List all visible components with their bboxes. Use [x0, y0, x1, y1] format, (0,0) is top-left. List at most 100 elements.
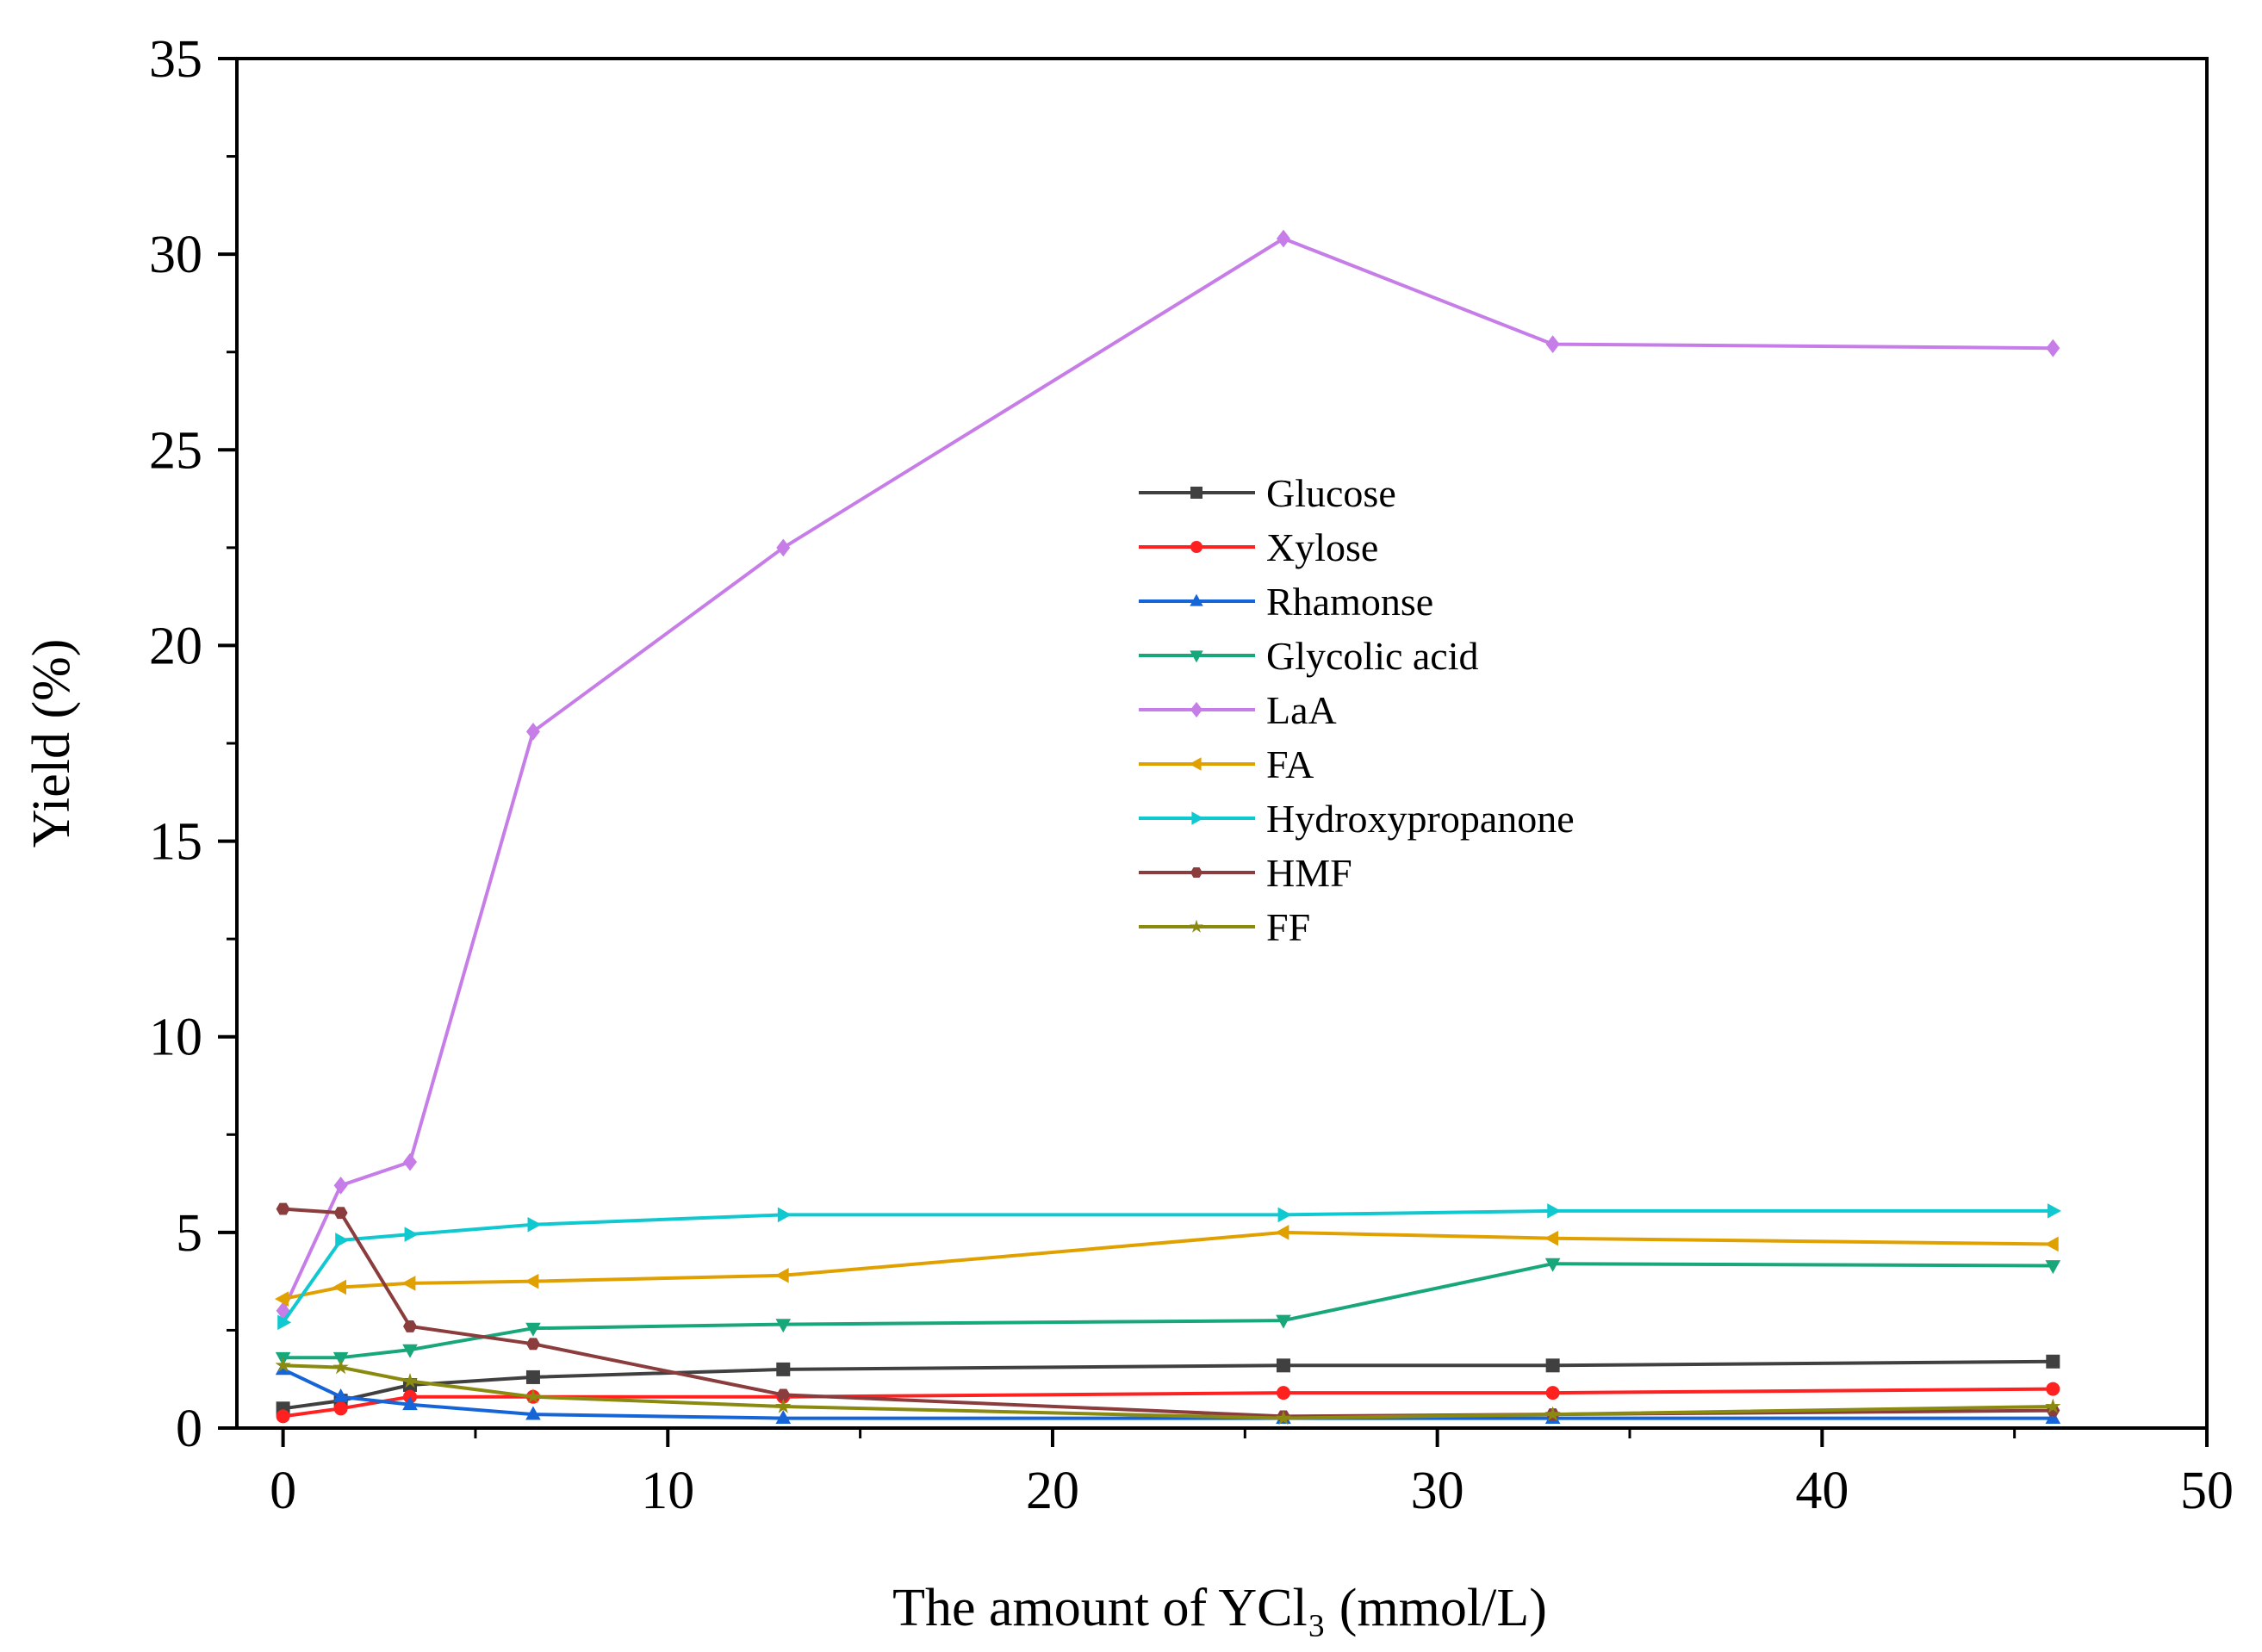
data-point: [776, 1388, 791, 1401]
data-point: [525, 1369, 540, 1384]
x-axis: 0 10 20 30 40 50: [270, 1428, 2234, 1520]
y-tick-label: 10: [149, 1009, 202, 1067]
data-point: [332, 1358, 349, 1375]
data-point: [776, 1362, 791, 1376]
data-point: [1544, 1258, 1561, 1272]
series-line: [283, 1262, 2054, 1360]
series-hydroxypropanone: [277, 1203, 2061, 1331]
data-point: [1544, 1406, 1561, 1421]
data-point: [402, 1396, 418, 1411]
data-point: [333, 1401, 348, 1416]
data-point: [1276, 229, 1290, 248]
data-point: [404, 1227, 419, 1242]
data-point: [774, 1268, 789, 1283]
y-axis-title: Yield (%): [22, 639, 81, 848]
legend-label: LaA: [1266, 688, 1337, 732]
data-point: [2046, 1354, 2060, 1369]
series-glycolic-acid: [275, 1258, 2061, 1366]
legend-item: HMF: [1139, 851, 1352, 895]
legend-swatch-marker: [1190, 866, 1202, 879]
data-point: [332, 1388, 349, 1403]
data-point: [525, 1322, 541, 1337]
data-point: [276, 1409, 290, 1424]
data-point: [775, 1410, 792, 1425]
legend: Glucose Xylose Rhamonse Glycolic acid LaA FA H…: [1139, 471, 1575, 949]
data-point: [2046, 1382, 2060, 1396]
legend-item: Rhamonse: [1139, 580, 1433, 624]
y-axis: 0 5 10 15 20 25 30 35: [149, 30, 237, 1458]
y-tick-label: 30: [149, 226, 202, 284]
y-tick-label: 5: [176, 1204, 202, 1263]
data-point: [332, 1351, 349, 1366]
y-tick-label: 35: [149, 30, 202, 89]
legend-item: FF: [1139, 905, 1310, 949]
legend-item: FA: [1139, 742, 1314, 786]
series-line: [283, 1230, 2054, 1301]
legend-label: Glucose: [1266, 471, 1396, 515]
data-point: [1547, 1203, 1562, 1219]
data-point: [276, 1301, 290, 1320]
legend-swatch-marker: [1190, 650, 1203, 663]
data-point: [1545, 1386, 1560, 1400]
legend-swatch-marker: [1191, 811, 1204, 825]
legend-item: Hydroxypropanone: [1139, 797, 1575, 841]
legend-label: Hydroxypropanone: [1266, 797, 1575, 841]
x-tick-label: 20: [1026, 1462, 1079, 1520]
data-point: [333, 1207, 348, 1220]
legend-item: Glucose: [1139, 471, 1396, 515]
data-point: [1276, 1358, 1290, 1373]
data-point: [2046, 338, 2060, 357]
x-axis-title: The amount of YCl₃ (mmol/L): [892, 1579, 1547, 1637]
x-tick-label: 40: [1795, 1462, 1849, 1520]
data-point: [525, 1406, 541, 1420]
legend-swatch-marker: [1190, 593, 1203, 606]
legend-label: Glycolic acid: [1266, 634, 1479, 678]
series-fa: [275, 1225, 2059, 1307]
x-tick-label: 50: [2180, 1462, 2234, 1520]
series-rhamonse: [275, 1361, 2061, 1425]
y-tick-label: 25: [149, 421, 202, 480]
data-point: [402, 1344, 418, 1358]
legend-swatch-marker: [1190, 541, 1202, 553]
data-point: [401, 1372, 419, 1388]
legend-item: LaA: [1139, 688, 1337, 732]
data-point: [335, 1233, 350, 1248]
data-point: [403, 1152, 418, 1171]
legend-label: FA: [1266, 742, 1314, 786]
legend-item: Glycolic acid: [1139, 634, 1479, 678]
data-point: [775, 1398, 792, 1413]
series-line: [281, 1208, 2054, 1324]
series-line: [283, 1363, 2054, 1420]
series-line: [282, 1368, 2054, 1420]
legend-label: HMF: [1266, 851, 1352, 895]
data-point: [401, 1276, 416, 1291]
legend-label: Xylose: [1266, 525, 1378, 569]
data-point: [1276, 1386, 1290, 1400]
data-point: [2044, 1236, 2059, 1252]
data-point: [1545, 1358, 1560, 1373]
data-point: [525, 1388, 542, 1404]
x-tick-label: 0: [270, 1462, 296, 1520]
data-point: [1545, 335, 1560, 354]
series-line: [283, 1387, 2054, 1419]
legend-label: Rhamonse: [1266, 580, 1433, 624]
series-layer: [275, 229, 2061, 1425]
data-point: [2045, 1260, 2061, 1275]
legend-swatch-marker: [1190, 701, 1202, 718]
data-point: [775, 1319, 792, 1333]
series-line: [281, 237, 2054, 1312]
series-laa: [276, 229, 2060, 1320]
data-point: [1275, 1410, 1292, 1425]
data-point: [275, 1357, 291, 1373]
x-tick-label: 10: [641, 1462, 694, 1520]
series-ff: [275, 1357, 2061, 1425]
data-point: [333, 1176, 348, 1195]
data-point: [527, 1216, 542, 1233]
y-tick-label: 0: [176, 1400, 202, 1458]
data-point: [1275, 1225, 1289, 1240]
legend-item: Xylose: [1139, 525, 1378, 569]
data-point: [332, 1279, 347, 1295]
data-point: [525, 1273, 539, 1289]
